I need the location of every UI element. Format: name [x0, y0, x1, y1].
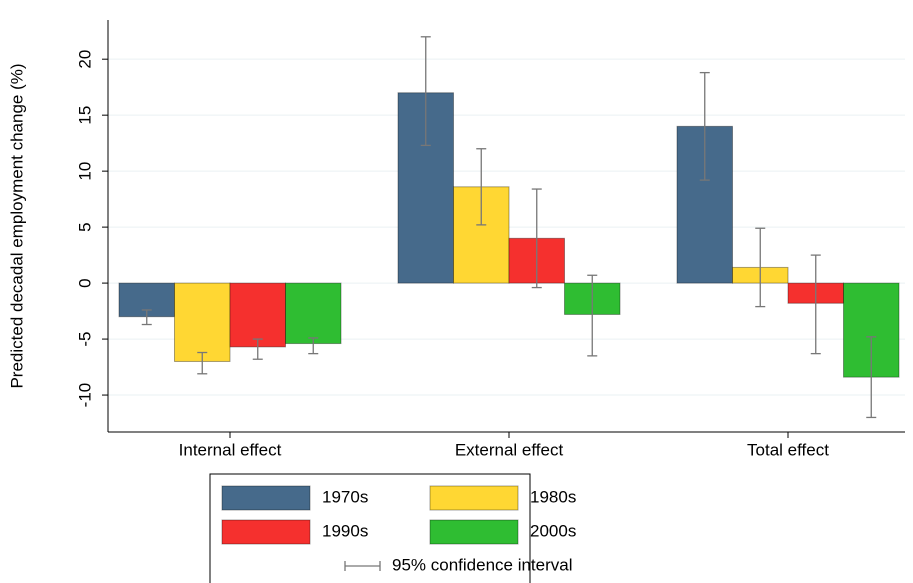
y-tick-label: -10: [75, 383, 94, 408]
error-bar: [531, 188, 542, 289]
error-bar: [587, 274, 598, 357]
legend-label: 1970s: [322, 487, 368, 506]
error-bar: [476, 148, 487, 226]
bar: [229, 282, 286, 348]
error-bar: [308, 337, 319, 355]
error-bar: [197, 351, 208, 375]
legend-label: 1980s: [530, 487, 576, 506]
bar: [285, 282, 342, 345]
y-tick-label: 0: [75, 278, 94, 287]
legend-swatch: [221, 485, 311, 511]
x-tick-label: External effect: [455, 440, 564, 459]
y-tick-label: 15: [75, 106, 94, 125]
legend-swatch: [429, 485, 519, 511]
legend-label: 1990s: [322, 521, 368, 540]
x-tick-label: Total effect: [747, 440, 829, 459]
error-bar: [866, 336, 877, 419]
legend-swatch: [429, 519, 519, 545]
x-tick-label: Internal effect: [179, 440, 282, 459]
y-tick-label: 5: [75, 222, 94, 231]
error-bar: [141, 309, 152, 326]
error-bar: [252, 338, 263, 360]
legend-label: 2000s: [530, 521, 576, 540]
error-bar: [810, 254, 821, 355]
error-bar: [699, 71, 710, 181]
y-axis-label: Predicted decadal employment change (%): [7, 63, 26, 388]
error-bar: [755, 227, 766, 308]
legend-label: 95% confidence interval: [392, 555, 573, 574]
y-tick-label: 20: [75, 50, 94, 69]
bar: [174, 282, 231, 362]
error-bar: [420, 36, 431, 147]
legend-swatch: [221, 519, 311, 545]
y-tick-label: -5: [75, 332, 94, 347]
y-tick-label: 10: [75, 162, 94, 181]
